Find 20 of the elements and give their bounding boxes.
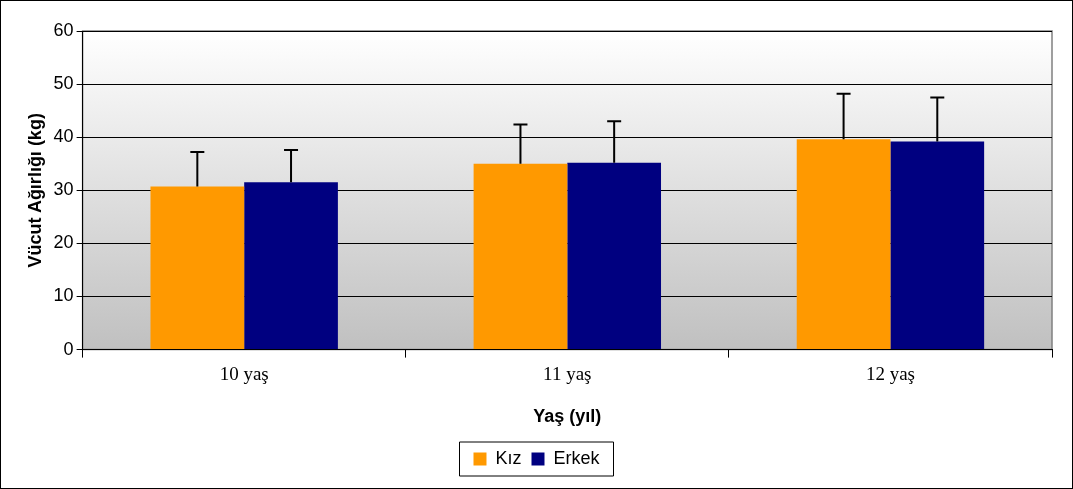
y-axis-title: Vücut Ağırlığı (kg) xyxy=(24,113,45,268)
x-tick-label: 11 yaş xyxy=(543,362,592,384)
legend-label: Erkek xyxy=(553,447,601,468)
y-tick-label: 10 xyxy=(53,285,74,306)
bar xyxy=(796,139,891,350)
y-tick-label: 30 xyxy=(53,179,74,200)
x-tick-label: 10 yaş xyxy=(219,362,269,384)
bar xyxy=(473,163,568,350)
y-tick-label: 40 xyxy=(53,126,74,147)
y-tick-label: 50 xyxy=(53,73,74,94)
x-tick-label: 12 yaş xyxy=(865,362,915,384)
bar xyxy=(567,162,662,350)
y-tick-label: 60 xyxy=(53,19,74,40)
x-axis-title: Yaş (yıl) xyxy=(533,406,602,427)
legend-label: Kız xyxy=(495,447,522,468)
bar xyxy=(150,186,245,350)
bar xyxy=(890,141,985,350)
y-tick-label: 0 xyxy=(63,338,74,359)
bar xyxy=(244,182,338,350)
y-tick-label: 20 xyxy=(53,232,74,253)
